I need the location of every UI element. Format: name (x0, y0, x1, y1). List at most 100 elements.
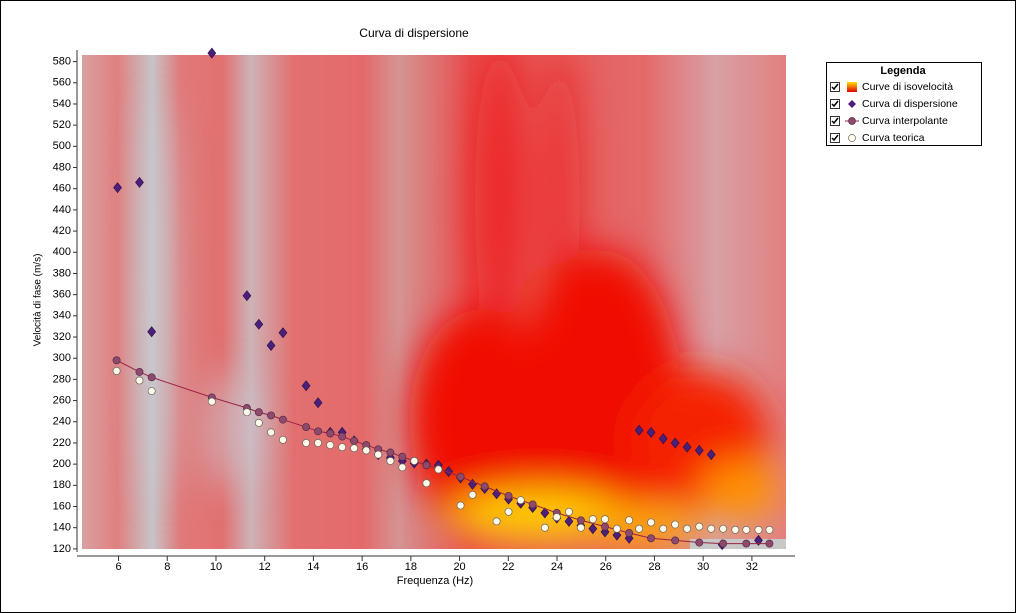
point (528, 500, 537, 509)
point (468, 490, 477, 499)
point (540, 507, 550, 519)
point (314, 427, 322, 436)
point (647, 518, 655, 527)
x-tick-label: 22 (502, 561, 514, 573)
point (695, 522, 704, 531)
point (313, 397, 323, 409)
point (422, 479, 431, 488)
x-tick-label: 6 (115, 561, 121, 573)
point (516, 496, 525, 505)
y-tick-label: 340 (53, 310, 71, 322)
y-tick-label: 180 (53, 479, 71, 491)
point (207, 47, 217, 59)
heatmap (82, 55, 786, 549)
point (242, 290, 252, 302)
x-tick-label: 10 (210, 561, 222, 573)
point (456, 501, 465, 510)
point (670, 437, 680, 449)
y-tick-label: 480 (53, 161, 71, 173)
y-tick-label: 380 (53, 267, 71, 279)
point (374, 450, 383, 459)
y-tick-label: 240 (53, 416, 71, 428)
legend-swatch (847, 82, 857, 92)
legend-label: Curva di dispersione (862, 98, 958, 110)
point (242, 408, 251, 417)
point (480, 482, 489, 491)
x-tick-label: 32 (746, 561, 758, 573)
point (694, 444, 704, 456)
point (565, 507, 573, 516)
point (765, 525, 774, 534)
point (326, 441, 335, 450)
point (634, 424, 644, 436)
legend: Legenda Curve di isovelocità Curva di dis… (826, 62, 982, 146)
point (410, 457, 419, 465)
legend-label: Curva teorica (862, 132, 925, 144)
x-tick-label: 26 (600, 561, 612, 573)
legend-swatch (848, 117, 856, 125)
x-tick-label: 12 (259, 561, 271, 573)
legend-swatch (848, 134, 856, 142)
series-line (116, 359, 770, 545)
point (147, 373, 156, 382)
point (552, 513, 561, 522)
point (504, 507, 513, 516)
point (279, 435, 287, 444)
point (112, 366, 121, 375)
series (112, 366, 774, 534)
point (135, 176, 144, 188)
point (267, 411, 275, 420)
point (564, 515, 574, 527)
x-tick-label: 24 (551, 561, 563, 573)
point (719, 524, 728, 533)
x-axis-label: Frequenza (Hz) (397, 575, 473, 587)
point (588, 523, 598, 535)
point (765, 539, 774, 548)
point (398, 452, 407, 461)
point (456, 472, 465, 481)
x-tick-label: 28 (648, 561, 660, 573)
point (147, 326, 157, 338)
point (731, 525, 740, 534)
point (492, 517, 501, 526)
x-tick-label: 14 (307, 561, 319, 573)
y-tick-label: 500 (53, 140, 71, 152)
y-tick-label: 420 (53, 225, 71, 237)
point (267, 428, 275, 437)
y-tick-label: 440 (53, 204, 71, 216)
chart-title: Curva di dispersione (359, 26, 469, 40)
point (647, 534, 655, 543)
y-tick-label: 320 (53, 331, 71, 343)
point (695, 538, 704, 547)
point (386, 448, 395, 457)
point (659, 524, 668, 533)
y-tick-label: 220 (53, 437, 71, 449)
point (135, 368, 144, 376)
point (707, 524, 716, 533)
point (588, 515, 597, 524)
point (326, 429, 335, 438)
point (601, 515, 609, 524)
legend-checkboxes[interactable] (830, 82, 840, 143)
point (254, 418, 263, 427)
point (683, 524, 692, 533)
point (278, 327, 288, 339)
x-tick-label: 16 (356, 561, 368, 573)
point (398, 463, 407, 472)
point (625, 529, 634, 537)
point (671, 536, 680, 545)
point (444, 466, 454, 478)
point (254, 318, 264, 330)
y-tick-label: 280 (53, 373, 71, 385)
point (682, 441, 692, 453)
point (601, 522, 609, 531)
point (207, 397, 216, 406)
point (504, 491, 513, 500)
point (135, 376, 144, 385)
x-tick-label: 30 (697, 561, 709, 573)
point (314, 438, 322, 447)
point (338, 432, 347, 441)
point (625, 516, 634, 525)
